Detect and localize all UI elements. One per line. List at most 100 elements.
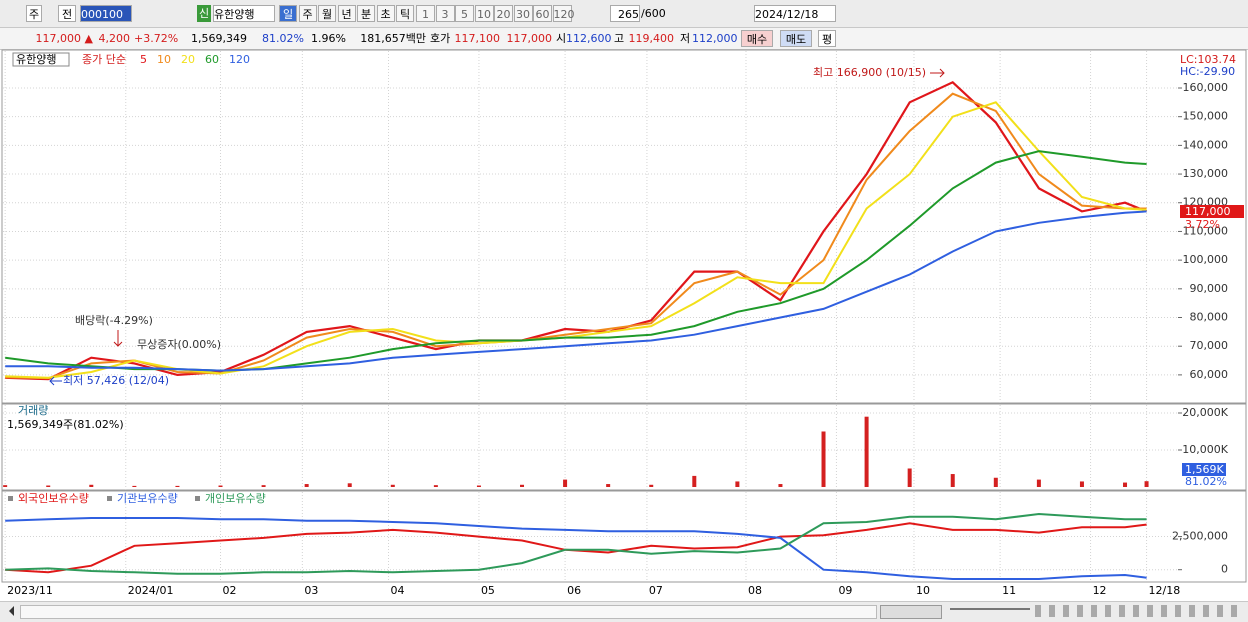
volume-bar — [520, 484, 525, 487]
step-button[interactable]: 3 — [435, 5, 455, 22]
series-line — [5, 522, 1147, 574]
volume-ratio-label: 81.02% — [1185, 475, 1227, 488]
volume-bar — [1123, 482, 1128, 487]
price-tag — [1180, 205, 1244, 218]
quote-rate: +3.72% — [134, 32, 179, 45]
quote-open: 112,600 — [566, 32, 612, 45]
y-tick-label: 160,000 — [1183, 81, 1229, 94]
volume-bar — [433, 485, 438, 487]
buy-button[interactable]: 매수 — [741, 30, 773, 47]
stock-name[interactable]: 유한양행 — [213, 5, 275, 22]
legend-entry: 20 — [181, 53, 195, 66]
volume-tag-label: 1,569K — [1185, 463, 1224, 476]
pane-subtitle: 1,569,349주(81.02%) — [7, 418, 124, 431]
legend-entry: 개인보유수량 — [205, 492, 266, 505]
volume-bar — [304, 484, 309, 487]
legend-entry: 5 — [140, 53, 147, 66]
x-tick-label: 11 — [1002, 584, 1016, 597]
y-tick-label: 110,000 — [1183, 224, 1229, 237]
y-tick-label: 70,000 — [1190, 339, 1229, 352]
unit-button[interactable]: 주 — [298, 5, 317, 22]
volume-bar — [1144, 481, 1149, 487]
quote-bid-label: 호가 — [430, 32, 451, 45]
count-max: /600 — [641, 7, 666, 20]
volume-bar — [649, 484, 654, 487]
step-button[interactable]: 1 — [416, 5, 435, 22]
unit-button[interactable]: 년 — [337, 5, 356, 22]
series-line — [5, 517, 1147, 580]
quote-volume: 1,569,349 — [191, 32, 247, 45]
scrollbar[interactable] — [0, 601, 1248, 622]
step-button[interactable]: 30 — [513, 5, 533, 22]
x-tick-label: 09 — [838, 584, 852, 597]
pane — [1, 49, 1247, 404]
y-tick-label: 10,000K — [1182, 443, 1228, 456]
x-tick-label: 06 — [567, 584, 581, 597]
volume-bar — [907, 468, 912, 487]
legend-swatch — [195, 496, 200, 501]
quote-low: 112,000 — [692, 32, 738, 45]
volume-bar — [563, 479, 568, 487]
quote-bar: 117,000 ▲ 4,200 +3.72% 1,569,349 81.02% 1.96%… — [0, 28, 1248, 50]
step-button[interactable]: 10 — [474, 5, 494, 22]
y-tick-label: 80,000 — [1190, 311, 1229, 324]
period-select[interactable]: 주 — [26, 5, 42, 22]
x-tick-label: 02 — [223, 584, 237, 597]
legend-entry: 120 — [229, 53, 250, 66]
annotation: 무상증자(0.00%) — [137, 338, 221, 351]
quote-turnover: 1.96% — [311, 32, 346, 45]
step-button[interactable]: 20 — [494, 5, 513, 22]
quote-vol-ratio: 81.02% — [262, 32, 304, 45]
count-input[interactable]: 265 — [610, 5, 640, 22]
unit-button[interactable]: 월 — [318, 5, 336, 22]
x-tick-label: 04 — [390, 584, 404, 597]
badge: 신 — [197, 5, 211, 22]
volume-bar — [218, 485, 223, 487]
volume-bar — [606, 484, 611, 487]
x-tick-label: 12/18 — [1149, 584, 1181, 597]
quote-ask: 117,100 — [454, 32, 501, 45]
volume-bar — [347, 483, 352, 487]
quote-high: 119,400 — [628, 32, 675, 45]
x-tick-label: 05 — [481, 584, 495, 597]
avg-button[interactable]: 평 — [818, 30, 836, 47]
volume-bar — [89, 484, 94, 487]
quote-bid: 117,000 — [506, 32, 553, 45]
chart: 2023/11 2024/01 02 03 04 05 06 07 08 09 10 11 12 12/1… — [1, 49, 1247, 597]
step-button[interactable]: 60 — [533, 5, 552, 22]
y-tick-label: 150,000 — [1183, 110, 1229, 123]
x-tick-label: 2023/11 — [7, 584, 53, 597]
quote-change: 4,200 — [98, 32, 131, 45]
step-button[interactable]: 5 — [455, 5, 474, 22]
y-tick-label: 20,000K — [1182, 406, 1228, 419]
prev-button[interactable]: 전 — [58, 5, 76, 22]
unit-button[interactable]: 분 — [357, 5, 375, 22]
series-line — [5, 92, 1147, 380]
change-tag-label: 3.72% — [1185, 218, 1220, 231]
y-tick-label: 100,000 — [1183, 253, 1229, 266]
legend-swatch — [107, 496, 112, 501]
unit-button[interactable]: 초 — [376, 5, 395, 22]
unit-button[interactable]: 일 — [279, 5, 297, 22]
x-tick-label: 10 — [916, 584, 930, 597]
unit-button[interactable]: 틱 — [396, 5, 414, 22]
legend-entry: 10 — [157, 53, 171, 66]
volume-tag — [1182, 463, 1226, 476]
y-tick-label: 2,500,000 — [1172, 530, 1228, 543]
x-tick-label: 08 — [748, 584, 762, 597]
quote-amount: 181,657백만 — [360, 32, 426, 45]
series-line — [5, 512, 1147, 575]
volume-bar — [735, 481, 740, 487]
quote-low-label: 저 — [680, 32, 691, 45]
volume-bar — [821, 431, 826, 487]
volume-bar — [993, 477, 998, 487]
volume-bar — [175, 485, 180, 487]
x-tick-label: 03 — [304, 584, 318, 597]
date-input[interactable]: 2024/12/18 — [754, 5, 836, 22]
lc: LC:103.74 — [1180, 53, 1236, 66]
code-input[interactable]: 000100 — [80, 5, 132, 22]
name-box — [12, 52, 70, 67]
step-button[interactable]: 120 — [552, 5, 575, 22]
sell-button[interactable]: 매도 — [780, 30, 812, 47]
